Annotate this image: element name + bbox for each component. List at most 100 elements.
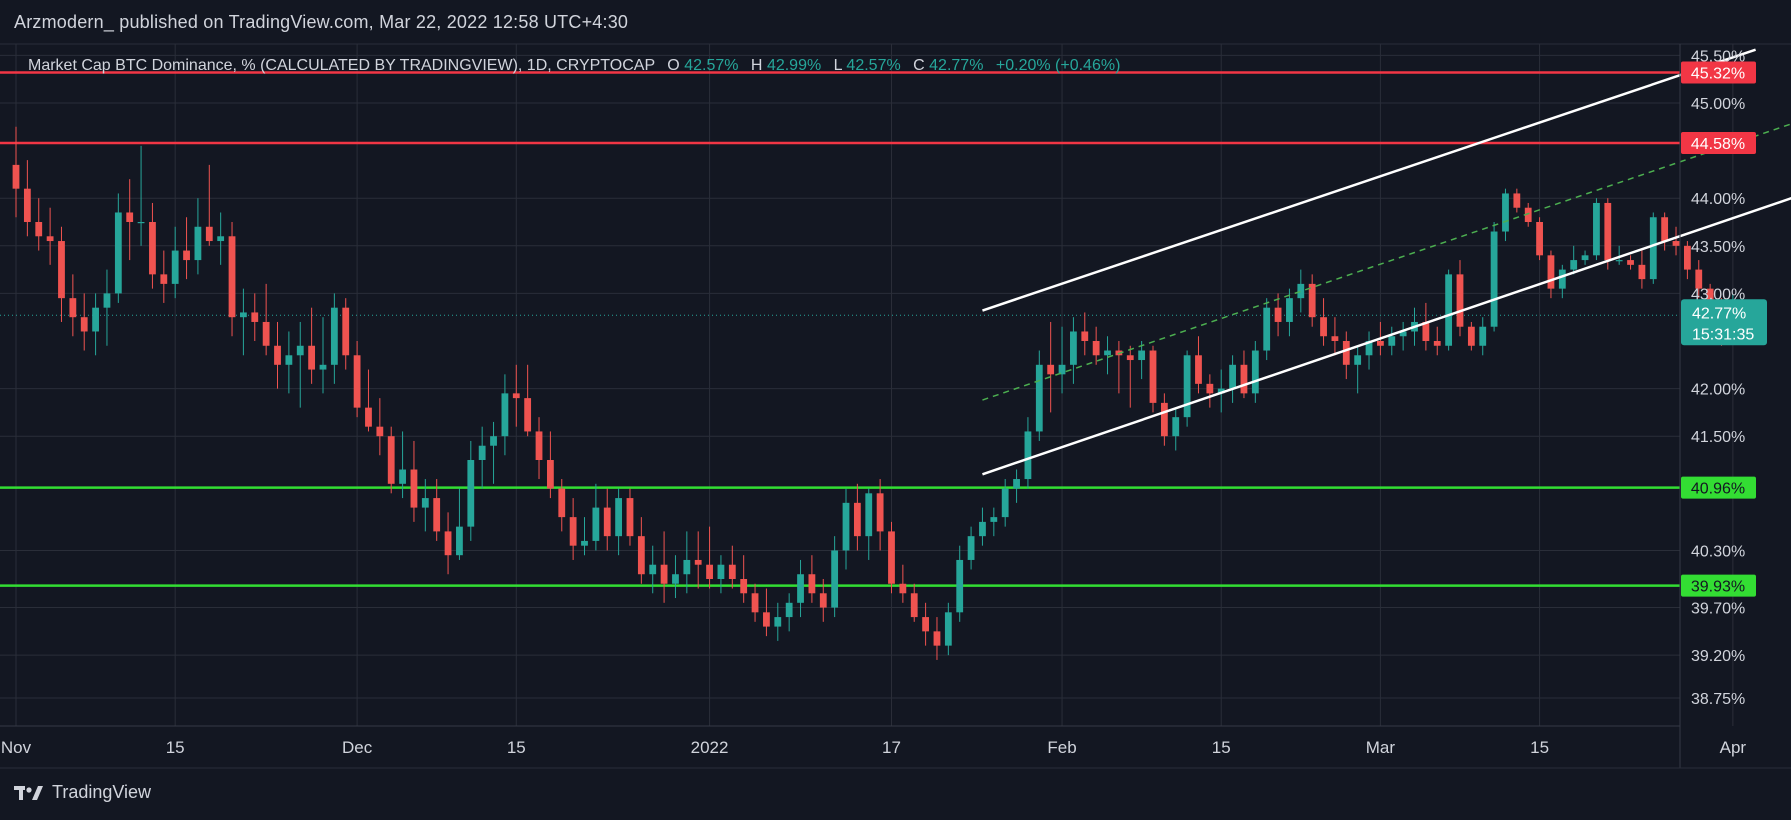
candle-body	[1604, 202, 1612, 261]
candle-body	[899, 583, 907, 594]
candle	[1195, 336, 1202, 394]
candle	[399, 431, 406, 499]
candle	[728, 545, 736, 589]
candle-body	[785, 602, 793, 618]
level-label-resistance: 45.32%	[1681, 61, 1756, 84]
candle-body	[1627, 260, 1634, 265]
candle-body	[501, 393, 509, 437]
candle	[774, 602, 782, 641]
candle-body	[1399, 331, 1407, 337]
candle	[205, 164, 213, 246]
candle-body	[1001, 488, 1009, 518]
candle-body	[581, 540, 588, 546]
candle-body	[217, 236, 225, 242]
candle	[1058, 326, 1066, 394]
candle	[1445, 269, 1453, 351]
publisher-line: Arzmodern_ published on TradingView.com,…	[14, 12, 629, 32]
candle-body	[137, 222, 145, 224]
price-tick-label: 42.00%	[1691, 382, 1745, 399]
candle	[58, 226, 65, 322]
candle-body	[1149, 350, 1157, 403]
candle	[603, 488, 611, 551]
candle-body	[797, 574, 804, 603]
candle	[80, 293, 88, 351]
level-label-bg	[1681, 574, 1756, 597]
candle	[308, 307, 316, 384]
candle	[421, 479, 429, 532]
candle	[103, 269, 111, 346]
candle-body	[330, 307, 338, 365]
candle	[353, 341, 361, 418]
candle-body	[979, 521, 986, 537]
candle	[524, 364, 532, 437]
candle-body	[1126, 355, 1134, 361]
candle-body	[1342, 341, 1350, 365]
candle	[285, 331, 293, 394]
legend-open-label: O	[667, 57, 679, 74]
candle-body	[1035, 364, 1043, 432]
candle	[1274, 293, 1282, 337]
candle-body	[433, 498, 441, 532]
horizontal-levels	[0, 71, 1680, 587]
candle	[1001, 479, 1009, 527]
tradingview-brand: TradingView	[52, 782, 152, 802]
candle-body	[1024, 431, 1032, 480]
candle	[1251, 341, 1259, 403]
candle-body	[251, 312, 259, 322]
candle	[1456, 260, 1464, 337]
time-tick-label: 15	[1530, 738, 1549, 757]
candle	[478, 426, 486, 489]
candle-body	[1377, 341, 1384, 346]
candle-body	[23, 188, 31, 222]
candle-body	[637, 536, 645, 575]
tradingview-logo[interactable]: TradingView	[14, 782, 151, 803]
candle	[365, 369, 372, 432]
candle-body	[569, 517, 577, 546]
candle	[387, 426, 395, 494]
candle-body	[1286, 298, 1293, 322]
candle-body	[1274, 307, 1282, 322]
price-tick-label: 39.70%	[1691, 601, 1745, 618]
candle	[740, 555, 748, 603]
candle-body	[1229, 364, 1236, 389]
candle-body	[1297, 283, 1305, 299]
candle-body	[296, 345, 304, 356]
candle	[581, 517, 588, 556]
candle-body	[1502, 193, 1509, 232]
candle-body	[1672, 241, 1680, 246]
candle-body	[808, 574, 816, 594]
price-tick-label: 43.00%	[1691, 286, 1745, 303]
candle	[114, 193, 122, 303]
candle-body	[126, 212, 134, 222]
candle-body	[1308, 283, 1316, 318]
candle	[1479, 317, 1487, 356]
price-tick-label: 45.00%	[1691, 96, 1745, 113]
time-axis: Nov15Dec15202217Feb15Mar15Apr15May	[1, 738, 1747, 757]
candle	[1024, 417, 1032, 489]
candle-body	[1160, 402, 1168, 437]
candle	[1297, 269, 1305, 313]
candle-body	[615, 498, 623, 537]
candle-body	[1638, 264, 1646, 280]
candle	[1070, 317, 1077, 384]
candle-body	[1081, 331, 1089, 341]
candle	[330, 293, 338, 384]
candle	[1467, 321, 1475, 351]
candle	[717, 555, 725, 594]
candle-body	[922, 617, 929, 632]
candle-body	[228, 236, 236, 318]
level-labels: 45.32% 44.58% 40.96% 39.93% 42.77% 15:31:35	[1681, 61, 1767, 597]
candle-body	[888, 531, 895, 584]
candle	[933, 617, 941, 660]
candle	[160, 250, 168, 303]
candle-body	[399, 469, 406, 484]
candle-body	[683, 559, 691, 575]
candle-body	[1251, 350, 1259, 394]
legend-line: Market Cap BTC Dominance, % (CALCULATED …	[28, 57, 1120, 74]
candle	[1286, 288, 1293, 337]
time-tick-label: 15	[166, 738, 185, 757]
legend-low-value: 42.57%	[846, 57, 900, 74]
candle-body	[46, 236, 54, 242]
candle-body	[592, 507, 600, 541]
